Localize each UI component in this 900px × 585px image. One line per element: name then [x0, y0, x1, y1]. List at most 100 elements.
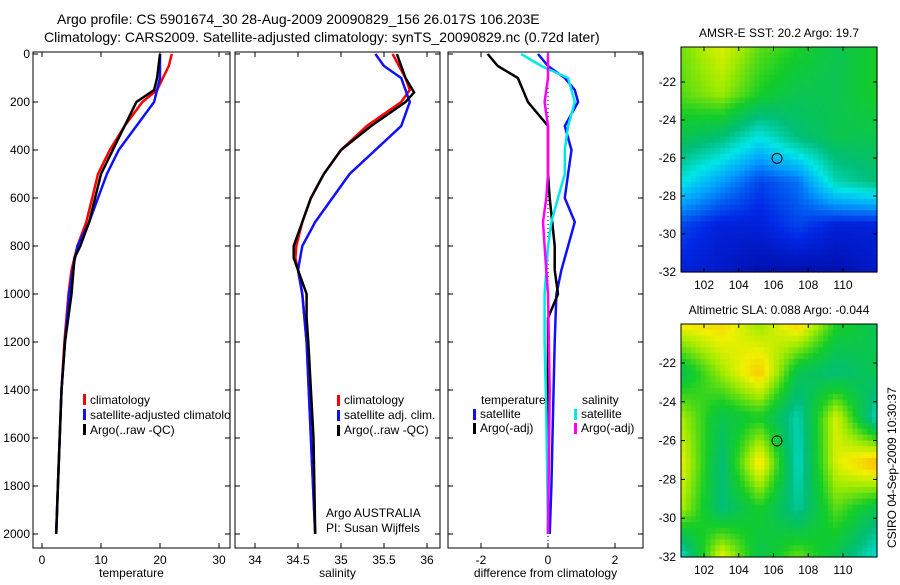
map-cell — [754, 504, 760, 511]
legend-label: climatology — [90, 393, 150, 407]
map-cell — [720, 504, 726, 511]
map-cell — [769, 204, 775, 211]
map-cell — [779, 159, 785, 166]
map-cell — [730, 75, 736, 82]
map-cell — [734, 522, 741, 529]
map-cell — [759, 153, 765, 161]
argo-location-marker — [771, 152, 783, 164]
map-cell — [862, 243, 868, 251]
map-cell — [681, 551, 687, 558]
map-cell — [818, 97, 824, 104]
map-cell — [779, 411, 785, 418]
map-cell — [749, 382, 756, 389]
map-cell — [700, 335, 707, 343]
map-cell — [749, 463, 756, 471]
map-cell — [695, 187, 702, 194]
map-cell — [852, 221, 858, 228]
map-cell — [788, 80, 795, 87]
map-cell — [725, 227, 731, 234]
map-cell — [813, 539, 819, 546]
map-cell — [852, 324, 858, 331]
map-cell — [823, 108, 829, 116]
map-cell — [823, 187, 829, 194]
map-cell — [867, 75, 873, 82]
map-cell — [818, 376, 824, 383]
map-cell — [769, 182, 775, 189]
map-cell — [803, 103, 809, 110]
map-cell — [803, 475, 809, 482]
map-cell — [725, 75, 731, 82]
map-cell — [842, 463, 849, 471]
map-cell — [852, 114, 858, 121]
map-cell — [828, 92, 834, 99]
map-cell — [739, 370, 746, 378]
axes-frame — [234, 51, 441, 549]
map-cell — [774, 469, 780, 477]
map-cell — [818, 446, 824, 453]
map-cell — [783, 170, 790, 177]
map-cell — [734, 423, 741, 430]
map-cell — [710, 260, 716, 267]
map-cell — [798, 469, 805, 477]
map-cell — [798, 103, 805, 110]
map-cell — [818, 80, 824, 87]
map-cell — [788, 255, 795, 262]
map-cell — [700, 249, 707, 256]
map-cell — [754, 353, 760, 360]
map-cell — [823, 63, 829, 71]
map-cell — [818, 551, 824, 558]
map-cell — [730, 120, 736, 127]
map-cell — [783, 481, 790, 488]
map-cell — [759, 522, 765, 529]
map-cell — [867, 393, 873, 401]
map-cell — [764, 545, 770, 552]
map-cell — [837, 539, 844, 546]
map-cell — [847, 198, 854, 206]
map-cell — [774, 417, 780, 424]
map-cell — [720, 423, 726, 430]
map-cell — [842, 187, 849, 194]
map-cell — [730, 153, 736, 161]
map-cell — [837, 260, 844, 267]
map-cell — [857, 370, 863, 378]
map-cell — [857, 159, 863, 166]
map-cell — [788, 69, 795, 76]
map-cell — [700, 417, 707, 424]
map-cell — [700, 469, 707, 477]
map-cell — [862, 58, 868, 65]
map-cell — [749, 428, 756, 436]
map-cell — [759, 516, 765, 523]
map-cell — [774, 97, 780, 104]
map-cell — [828, 341, 834, 348]
map-cell — [837, 428, 844, 436]
map-cell — [779, 335, 785, 343]
map-cell — [764, 182, 770, 189]
map-cell — [681, 457, 687, 465]
map-cell — [837, 215, 844, 222]
axes-frame — [447, 51, 644, 549]
map-cell — [867, 417, 873, 424]
map-cell — [832, 440, 839, 447]
map-cell — [739, 545, 746, 552]
map-cell — [832, 393, 839, 401]
map-cell — [705, 75, 711, 82]
map-cell — [793, 255, 800, 262]
map-cell — [681, 539, 687, 546]
map-cell — [700, 198, 707, 206]
map-cell — [793, 266, 800, 273]
map-cell — [744, 364, 751, 372]
map-cell — [764, 86, 770, 93]
map-cell — [803, 457, 809, 465]
map-cell — [710, 487, 716, 494]
map-cell — [852, 417, 858, 424]
map-cell — [710, 551, 716, 558]
map-cell — [774, 125, 780, 132]
map-cell — [793, 498, 800, 506]
map-cell — [739, 210, 746, 217]
map-cell — [720, 533, 726, 541]
map-cell — [715, 243, 721, 251]
map-cell — [823, 125, 829, 132]
map-cell — [695, 358, 702, 366]
map-cell — [769, 249, 775, 256]
